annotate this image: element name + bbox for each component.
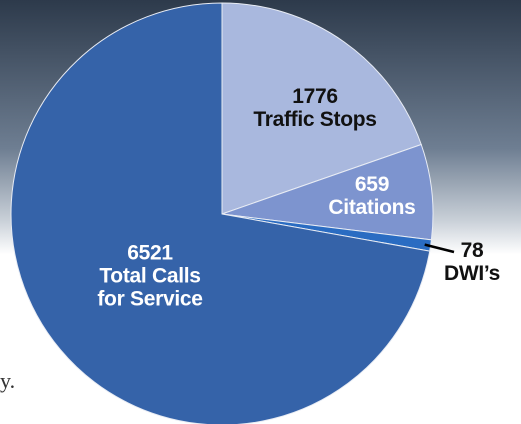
- category-label: Traffic Stops: [253, 108, 377, 131]
- value-label: 6521: [127, 241, 173, 265]
- value-label: 1776: [292, 85, 338, 108]
- category-label: Total Calls for Service: [97, 264, 203, 311]
- value-label: 659: [354, 173, 390, 196]
- leader-line: [424, 243, 455, 254]
- value-label: 78: [460, 239, 484, 262]
- slice-label: 6521 Total Calls for Service: [84, 242, 216, 311]
- pie-slice: [221, 2, 422, 215]
- slice-label: 1776 Traffic Stops: [253, 85, 377, 131]
- pie-slice: [10, 2, 431, 424]
- background-text: y.: [0, 368, 16, 393]
- slice-label: 78 DWI’s: [444, 239, 500, 285]
- category-label: DWI’s: [443, 262, 501, 285]
- slice-label: 659 Citations: [328, 173, 415, 219]
- category-label: Citations: [328, 196, 416, 219]
